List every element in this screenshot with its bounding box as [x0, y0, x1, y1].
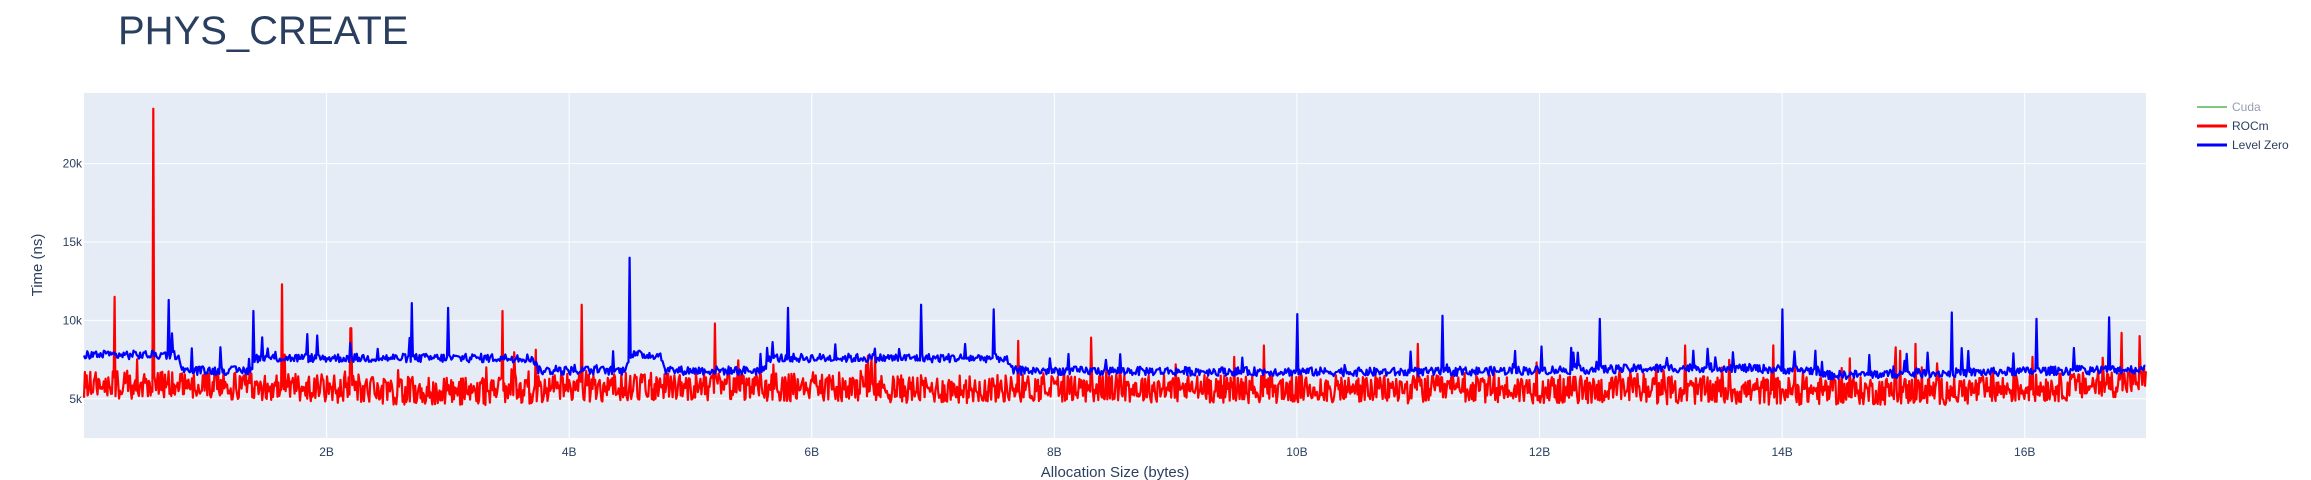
- x-axis-title: Allocation Size (bytes): [1041, 464, 1189, 480]
- x-tick-label-6: 14B: [1771, 445, 1792, 459]
- legend-label-level-zero: Level Zero: [2232, 138, 2289, 152]
- legend-item-cuda[interactable]: Cuda: [2197, 100, 2261, 114]
- y-tick-label-3: 20k: [63, 157, 83, 171]
- series-line-rocm: [82, 107, 2147, 407]
- y-tick-label-0: 5k: [69, 392, 83, 406]
- legend-item-level-zero[interactable]: Level Zero: [2197, 138, 2289, 152]
- x-axis-ticks: 2B 4B 6B 8B 10B 12B 14B 16B: [319, 445, 2035, 459]
- x-tick-label-3: 8B: [1047, 445, 1062, 459]
- legend-label-cuda: Cuda: [2232, 100, 2261, 114]
- legend-label-rocm: ROCm: [2232, 119, 2269, 133]
- y-tick-label-2: 15k: [63, 235, 83, 249]
- y-axis-ticks: 5k 10k 15k 20k: [63, 157, 83, 406]
- x-tick-label-2: 6B: [804, 445, 819, 459]
- series-layer: [82, 107, 2147, 407]
- x-tick-label-4: 10B: [1286, 445, 1307, 459]
- x-tick-label-1: 4B: [562, 445, 577, 459]
- x-tick-label-7: 16B: [2014, 445, 2035, 459]
- x-tick-label-0: 2B: [319, 445, 334, 459]
- y-axis-title: Time (ns): [29, 234, 46, 297]
- x-tick-label-5: 12B: [1529, 445, 1550, 459]
- legend: Cuda ROCm Level Zero: [2197, 100, 2289, 152]
- chart-title: PHYS_CREATE: [118, 9, 408, 53]
- grid-lines: [84, 93, 2146, 438]
- legend-item-rocm[interactable]: ROCm: [2197, 119, 2269, 133]
- y-tick-label-1: 10k: [63, 313, 83, 327]
- series-line-level-zero: [82, 256, 2146, 381]
